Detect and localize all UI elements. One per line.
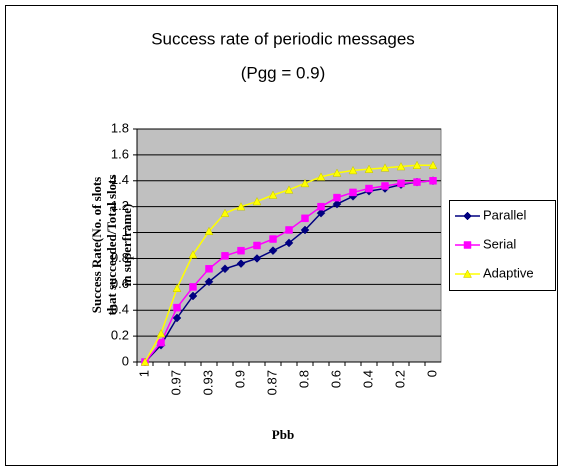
marker <box>463 241 472 249</box>
y-axis-label: Success Rate(No. of slots that succeeded… <box>89 174 134 315</box>
marker <box>268 190 278 199</box>
marker <box>397 179 405 188</box>
marker <box>189 283 197 291</box>
marker <box>316 172 326 181</box>
legend-label: Serial <box>483 236 516 251</box>
marker <box>301 214 309 223</box>
marker <box>332 199 342 209</box>
marker <box>364 164 374 173</box>
y-tick-label: 1.4 <box>111 172 129 187</box>
legend-label: Adaptive <box>483 265 534 280</box>
y-tick-label: 0.6 <box>111 276 129 291</box>
marker <box>317 202 325 211</box>
legend-label: Parallel <box>483 207 526 222</box>
chart-title: Success rate of periodic messages <box>151 29 415 48</box>
marker <box>428 160 438 169</box>
x-tick-label: 0.4 <box>360 370 375 388</box>
marker <box>332 168 342 177</box>
y-axis-label-line: in superframe) <box>119 204 134 287</box>
y-tick-label: 1.6 <box>111 146 129 161</box>
marker <box>156 328 166 338</box>
marker <box>429 177 437 185</box>
marker <box>284 238 294 248</box>
x-tick-label: 0.2 <box>392 370 407 388</box>
y-tick-label: 0.4 <box>111 302 129 317</box>
marker <box>172 313 182 323</box>
marker <box>365 184 373 193</box>
marker <box>463 269 472 278</box>
x-tick-label: 0.97 <box>168 370 183 395</box>
marker <box>253 241 261 250</box>
marker <box>236 259 246 268</box>
marker <box>463 211 472 221</box>
y-tick-label: 1 <box>122 224 129 239</box>
marker <box>220 264 230 274</box>
y-tick-label: 0.2 <box>111 328 129 343</box>
y-axis-label-line: Success Rate(No. of slots <box>89 177 104 313</box>
x-tick-label: 1 <box>136 370 151 377</box>
y-tick-label: 0 <box>122 353 129 368</box>
marker <box>221 252 229 260</box>
x-axis-label: Pbb <box>272 427 294 442</box>
y-tick-label: 1.2 <box>111 198 129 213</box>
marker <box>300 225 310 235</box>
marker <box>316 208 326 218</box>
marker <box>220 208 230 217</box>
marker <box>412 160 422 169</box>
x-tick-label: 0.9 <box>232 370 247 388</box>
marker <box>204 226 214 236</box>
marker <box>252 254 262 263</box>
marker <box>157 338 165 347</box>
marker <box>380 163 390 172</box>
x-tick-label: 0.6 <box>328 370 343 388</box>
marker <box>284 185 294 194</box>
marker <box>188 250 198 259</box>
marker <box>205 265 213 273</box>
marker <box>348 165 358 175</box>
x-tick-label: 0.87 <box>264 370 279 395</box>
marker <box>396 162 406 171</box>
marker <box>333 193 341 202</box>
x-tick-label: 0.8 <box>296 370 311 388</box>
marker <box>173 303 181 312</box>
marker <box>269 235 277 243</box>
marker <box>285 226 293 234</box>
marker <box>188 291 198 301</box>
y-tick-label: 1.8 <box>111 120 129 135</box>
marker <box>300 178 310 188</box>
marker <box>140 357 150 366</box>
marker <box>237 246 245 255</box>
y-tick-label: 0.8 <box>111 250 129 265</box>
marker <box>204 277 214 287</box>
marker <box>252 196 262 206</box>
chart-subtitle: (Pgg = 0.9) <box>241 63 326 82</box>
marker <box>381 182 389 190</box>
y-axis-label-line: that succeeded/Total slots <box>104 174 119 315</box>
x-tick-label: 0 <box>424 370 439 377</box>
marker <box>172 283 182 292</box>
x-tick-label: 0.93 <box>200 370 215 395</box>
marker <box>236 202 246 211</box>
marker <box>413 178 421 186</box>
marker <box>349 188 357 197</box>
marker <box>268 246 278 256</box>
